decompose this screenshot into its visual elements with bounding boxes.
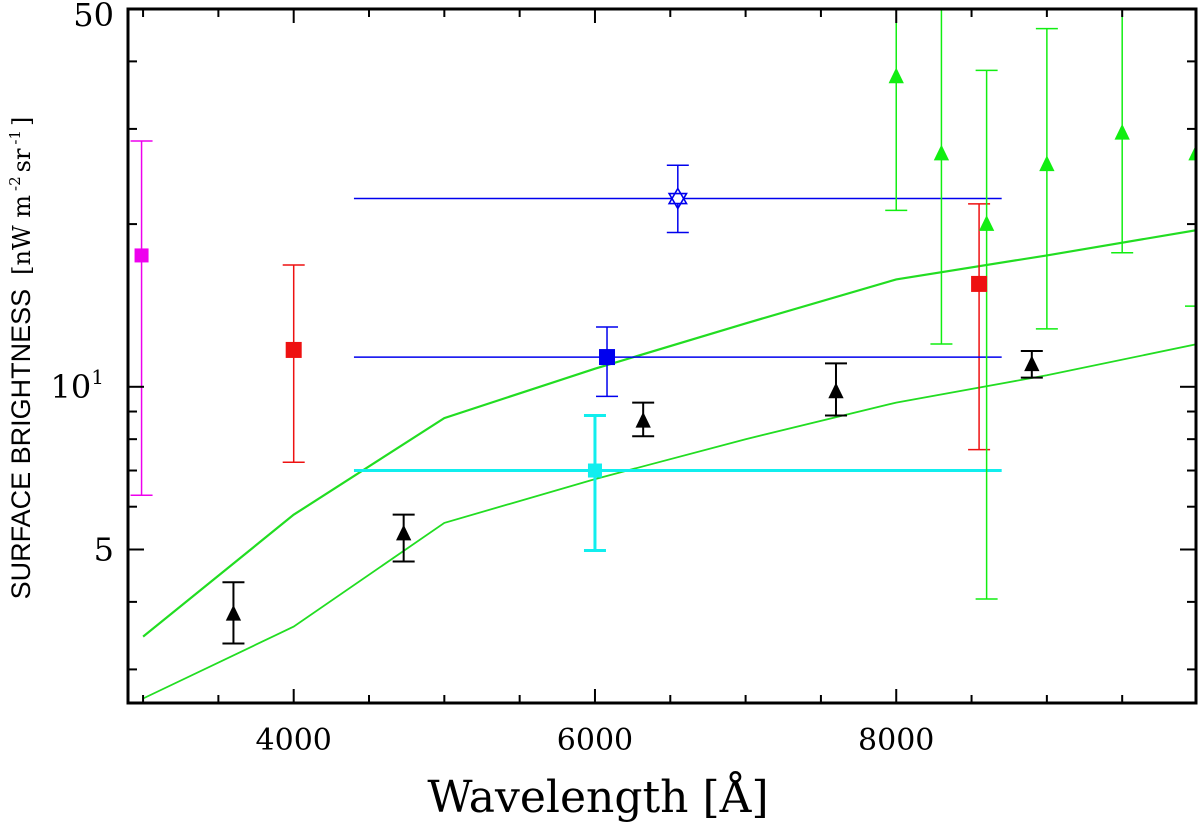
x-axis-label: Wavelength [Å] <box>427 770 768 823</box>
green-triangles-marker-5 <box>1188 144 1196 161</box>
y-axis-label: SURFACE BRIGHTNESS [nW m -2 sr -1 ] <box>6 117 36 600</box>
model-lines <box>142 229 1196 700</box>
y-axis-label-main: SURFACE BRIGHTNESS <box>6 289 36 600</box>
black-triangles-marker-2 <box>635 411 651 428</box>
data-markers <box>134 67 1196 621</box>
red-squares-marker-1 <box>971 275 988 292</box>
y-axis-label-units-exp2: -1 <box>6 130 24 145</box>
y-axis-label-units-suffix: ] <box>8 117 36 126</box>
error-bars <box>130 9 1196 645</box>
model-lower-line <box>142 343 1196 700</box>
x-tick-label-8000: 8000 <box>858 723 934 758</box>
x-tick-label-4000: 4000 <box>256 723 332 758</box>
plot-frame <box>126 7 1198 705</box>
y-axis-label-units-prefix: [nW m <box>8 195 36 275</box>
blue-square-marker-0 <box>599 349 616 366</box>
red-squares-marker-0 <box>285 341 302 358</box>
y-tick-label-50: 50 <box>73 0 114 34</box>
green-triangles-marker-1 <box>933 144 950 161</box>
green-triangles-marker-4 <box>1114 123 1130 140</box>
y-tick-label-10: 101 <box>51 365 104 406</box>
blue-star-marker-b-0 <box>667 192 688 211</box>
black-triangles-marker-0 <box>225 604 242 621</box>
y-tick-label-exponent: 1 <box>91 365 104 389</box>
tick-labels: 4000 6000 8000 5 101 50 <box>51 0 935 758</box>
black-triangles-marker-4 <box>1024 355 1040 372</box>
y-axis-label-units-exp1: -2 <box>6 176 24 191</box>
green-triangles-marker-3 <box>1039 155 1055 172</box>
y-tick-label-5: 5 <box>94 530 114 568</box>
green-triangles-marker-2 <box>978 215 995 231</box>
magenta-square-marker-0 <box>134 248 149 263</box>
black-triangles-marker-3 <box>828 382 844 399</box>
model-upper-line <box>142 229 1196 638</box>
cyan-square-marker-0 <box>587 463 602 478</box>
black-triangles-marker-1 <box>396 524 412 541</box>
x-tick-label-6000: 6000 <box>557 723 633 758</box>
y-axis-label-units-mid: sr <box>8 148 36 172</box>
green-triangles-marker-0 <box>888 67 904 84</box>
blue-star-marker-a-0 <box>667 186 688 205</box>
